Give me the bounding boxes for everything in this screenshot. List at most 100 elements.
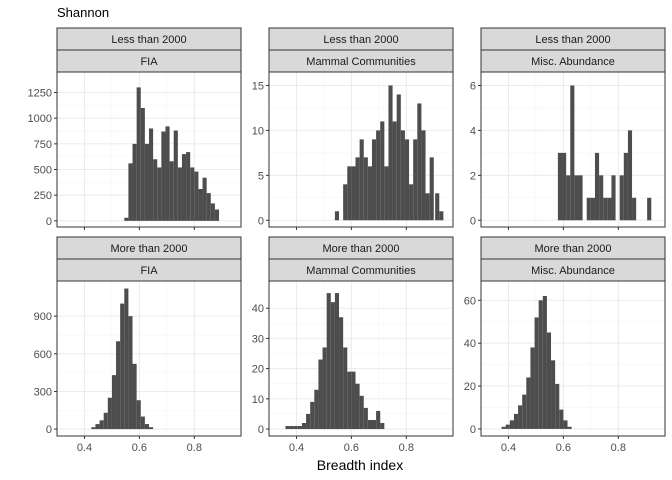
facet-strip-row-label: More than 2000	[322, 243, 399, 255]
y-tick-label: 750	[34, 139, 52, 151]
histogram-bar	[563, 420, 568, 429]
histogram-bar	[359, 139, 364, 221]
histogram-bar	[99, 420, 104, 430]
histogram-bar	[522, 394, 527, 429]
x-axis-title: Breadth index	[317, 457, 403, 473]
histogram-bar	[165, 126, 170, 221]
histogram-bar	[603, 197, 608, 221]
histogram-bar	[367, 419, 372, 430]
histogram-bar	[627, 130, 633, 221]
y-tick-label: 1250	[28, 88, 52, 100]
histogram-bar	[380, 121, 385, 221]
histogram-bar	[421, 130, 426, 221]
histogram-bar	[334, 293, 340, 430]
histogram-bar	[594, 152, 600, 221]
histogram-bar	[363, 157, 368, 221]
histogram-bar	[409, 184, 414, 221]
histogram-bar	[136, 400, 141, 430]
histogram-bar	[435, 193, 440, 221]
histogram-bar	[314, 389, 319, 430]
y-tick-label: 60	[464, 295, 476, 307]
facet-strip-col-label: Misc. Abundance	[531, 56, 615, 68]
histogram-bar	[177, 167, 182, 221]
histogram-bar	[501, 426, 506, 429]
histogram-bar	[285, 426, 290, 430]
histogram-bar	[647, 197, 652, 221]
histogram-bar	[559, 409, 564, 429]
y-tick-label: 900	[34, 311, 52, 323]
histogram-bar	[404, 139, 410, 221]
facet-strip-col-label: FIA	[140, 265, 158, 277]
y-tick-label: 1000	[28, 113, 52, 125]
y-tick-label: 10	[252, 394, 264, 406]
histogram-bar	[206, 193, 211, 221]
x-tick-label: 0.4	[77, 442, 92, 454]
histogram-bar	[289, 426, 294, 430]
histogram-bar	[425, 193, 430, 221]
panel-border	[268, 280, 454, 437]
histogram-bar	[384, 166, 389, 221]
panel-border	[268, 71, 454, 228]
y-tick-label: 0	[258, 424, 264, 436]
histogram-bar	[128, 316, 133, 430]
histogram-bar	[120, 303, 125, 430]
histogram-bar	[343, 347, 348, 430]
histogram-bar	[439, 211, 444, 221]
y-tick-label: 20	[252, 364, 264, 376]
histogram-bar	[169, 161, 174, 221]
panel-border	[56, 71, 242, 228]
panels-grid: Less than 2000FIA025050075010001250Less …	[28, 27, 666, 454]
panel-border	[480, 280, 666, 437]
histogram-bar	[144, 143, 149, 221]
histogram-bar	[95, 424, 100, 430]
histogram-bar	[567, 426, 572, 429]
y-tick-label: 0	[470, 215, 476, 227]
histogram-bar	[619, 175, 624, 221]
histogram-bar	[190, 167, 195, 221]
histogram-bar	[371, 419, 377, 430]
histogram-bar	[144, 424, 149, 430]
x-tick-label: 0.4	[289, 442, 304, 454]
histogram-bar	[103, 412, 108, 430]
histogram-bar	[343, 184, 348, 221]
y-tick-label: 30	[252, 333, 264, 345]
histogram-bar	[417, 103, 422, 221]
facet-strip-col-label: Mammal Communities	[306, 56, 416, 68]
histogram-bar	[181, 154, 187, 221]
facet-strip-row-label: More than 2000	[110, 243, 187, 255]
histogram-bar	[518, 405, 523, 429]
histogram-bar	[128, 163, 133, 221]
histogram-bar	[153, 159, 158, 221]
histogram-bar	[140, 416, 145, 430]
y-tick-label: 0	[470, 424, 476, 436]
histogram-bar	[359, 395, 364, 430]
x-tick-label: 0.8	[611, 442, 626, 454]
facet-panel: Less than 2000 Misc. Abundance 0 2 4 6	[470, 27, 666, 230]
histogram-bar	[505, 424, 510, 429]
histogram-bar	[586, 197, 591, 221]
histogram-bar	[570, 85, 575, 221]
y-tick-label: 0	[258, 215, 264, 227]
facet-strip-row-label: Less than 2000	[111, 34, 186, 46]
histogram-bar	[210, 203, 215, 221]
y-tick-label: 40	[252, 303, 264, 315]
histogram-bar	[355, 157, 360, 221]
y-tick-label: 2	[470, 170, 476, 182]
y-tick-label: 4	[470, 125, 476, 137]
histogram-bar	[611, 175, 616, 221]
histogram-bar	[318, 359, 323, 430]
facet-panel: More than 2000 FIA 0 300 600 900 0.4 0.6 0.8	[34, 236, 242, 454]
histogram-bar	[107, 397, 112, 430]
y-tick-label: 0	[46, 216, 52, 228]
histogram-bar	[297, 426, 302, 430]
facet-strip-col-label: Mammal Communities	[306, 265, 416, 277]
histogram-bar	[149, 427, 154, 430]
histogram-bar	[326, 293, 331, 430]
histogram-bar	[306, 413, 311, 430]
histogram-bar	[363, 407, 368, 430]
facet-panel: More than 2000 Misc. Abundance 0 20 40 60 0.4 0…	[464, 236, 666, 454]
histogram-bar	[186, 152, 191, 221]
histogram-bar	[557, 152, 563, 221]
histogram-bar	[371, 139, 377, 221]
